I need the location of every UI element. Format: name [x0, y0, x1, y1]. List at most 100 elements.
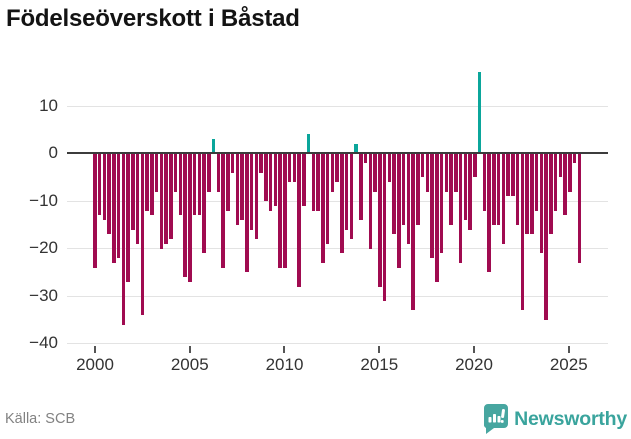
- chart-bar-2010-Q1[interactable]: [283, 153, 287, 268]
- chart-bar-2011-Q4[interactable]: [316, 153, 320, 211]
- chart-bar-2004-Q1[interactable]: [169, 153, 173, 239]
- chart-bar-2018-Q1[interactable]: [435, 153, 439, 282]
- chart-bar-2013-Q3[interactable]: [349, 153, 354, 239]
- chart-bar-2007-Q2[interactable]: [230, 153, 235, 173]
- chart-bar-2018-Q3[interactable]: [444, 153, 449, 192]
- chart-bar-2001-Q1[interactable]: [112, 153, 116, 263]
- chart-bar-2016-Q4[interactable]: [411, 153, 415, 311]
- chart-bar-2020-Q1[interactable]: [473, 153, 477, 178]
- chart-bar-2024-Q1[interactable]: [549, 153, 553, 235]
- chart-bar-2001-Q2[interactable]: [116, 153, 121, 258]
- chart-bar-2011-Q2[interactable]: [306, 134, 311, 153]
- chart-bar-2006-Q4[interactable]: [221, 153, 225, 268]
- chart-bar-2008-Q2[interactable]: [249, 153, 254, 230]
- chart-bar-2015-Q1[interactable]: [378, 153, 382, 287]
- chart-bar-2009-Q1[interactable]: [264, 153, 268, 201]
- chart-bar-2004-Q4[interactable]: [183, 153, 187, 277]
- chart-bar-2002-Q1[interactable]: [131, 153, 135, 230]
- chart-bar-2002-Q2[interactable]: [135, 153, 140, 244]
- chart-bar-2019-Q3[interactable]: [463, 153, 468, 220]
- chart-bar-2006-Q2[interactable]: [211, 138, 216, 153]
- chart-bar-2015-Q2[interactable]: [382, 153, 387, 301]
- chart-bar-2011-Q3[interactable]: [311, 153, 316, 211]
- chart-bar-2016-Q1[interactable]: [397, 153, 401, 268]
- chart-bar-2011-Q1[interactable]: [302, 153, 306, 206]
- chart-bar-2017-Q3[interactable]: [425, 153, 430, 192]
- chart-bar-2007-Q3[interactable]: [235, 153, 240, 225]
- chart-bar-2002-Q3[interactable]: [140, 153, 145, 315]
- chart-bar-2016-Q3[interactable]: [406, 153, 411, 244]
- chart-bar-2018-Q4[interactable]: [449, 153, 453, 225]
- chart-bar-2020-Q4[interactable]: [487, 153, 491, 273]
- chart-bar-2019-Q1[interactable]: [454, 153, 458, 192]
- chart-bar-2014-Q1[interactable]: [359, 153, 363, 220]
- chart-bar-2009-Q3[interactable]: [273, 153, 278, 206]
- chart-bar-2025-Q3[interactable]: [577, 153, 582, 263]
- chart-bar-2004-Q2[interactable]: [173, 153, 178, 192]
- chart-bar-2002-Q4[interactable]: [145, 153, 149, 211]
- chart-bar-2009-Q2[interactable]: [268, 153, 273, 211]
- chart-bar-2025-Q2[interactable]: [572, 153, 577, 163]
- chart-bar-2017-Q2[interactable]: [420, 153, 425, 178]
- chart-bar-2005-Q1[interactable]: [188, 153, 192, 282]
- chart-bar-2013-Q4[interactable]: [354, 143, 358, 153]
- chart-bar-2010-Q3[interactable]: [292, 153, 297, 182]
- chart-bar-2001-Q4[interactable]: [126, 153, 130, 282]
- chart-bar-2017-Q1[interactable]: [416, 153, 420, 225]
- chart-bar-2005-Q3[interactable]: [197, 153, 202, 216]
- chart-bar-2022-Q1[interactable]: [511, 153, 515, 197]
- chart-bar-2005-Q4[interactable]: [202, 153, 206, 254]
- chart-bar-2000-Q2[interactable]: [97, 153, 102, 216]
- chart-bar-2000-Q3[interactable]: [102, 153, 107, 220]
- chart-bar-2021-Q3[interactable]: [501, 153, 506, 244]
- chart-bar-2014-Q2[interactable]: [363, 153, 368, 163]
- chart-bar-2015-Q3[interactable]: [387, 153, 392, 182]
- chart-bar-2000-Q4[interactable]: [107, 153, 111, 235]
- chart-bar-2023-Q2[interactable]: [534, 153, 539, 211]
- chart-bar-2013-Q1[interactable]: [340, 153, 344, 254]
- chart-bar-2014-Q4[interactable]: [373, 153, 377, 192]
- chart-bar-2003-Q3[interactable]: [159, 153, 164, 249]
- chart-bar-2024-Q2[interactable]: [553, 153, 558, 211]
- chart-bar-2012-Q3[interactable]: [330, 153, 335, 192]
- chart-bar-2018-Q2[interactable]: [439, 153, 444, 254]
- chart-bar-2023-Q3[interactable]: [539, 153, 544, 254]
- chart-bar-2016-Q2[interactable]: [401, 153, 406, 225]
- chart-bar-2004-Q3[interactable]: [178, 153, 183, 216]
- chart-bar-2003-Q1[interactable]: [150, 153, 154, 216]
- chart-bar-2023-Q1[interactable]: [530, 153, 534, 235]
- chart-bar-2023-Q4[interactable]: [544, 153, 548, 320]
- chart-bar-2022-Q3[interactable]: [520, 153, 525, 311]
- chart-bar-2012-Q1[interactable]: [321, 153, 325, 263]
- chart-bar-2009-Q4[interactable]: [278, 153, 282, 268]
- chart-bar-2008-Q4[interactable]: [259, 153, 263, 173]
- chart-bar-2008-Q1[interactable]: [245, 153, 249, 273]
- chart-bar-2022-Q4[interactable]: [525, 153, 529, 235]
- chart-bar-2017-Q4[interactable]: [430, 153, 434, 258]
- chart-bar-2020-Q3[interactable]: [482, 153, 487, 211]
- chart-bar-2012-Q4[interactable]: [335, 153, 339, 182]
- chart-bar-2020-Q2[interactable]: [477, 72, 482, 153]
- chart-bar-2024-Q3[interactable]: [558, 153, 563, 178]
- chart-bar-2025-Q1[interactable]: [568, 153, 572, 192]
- chart-bar-2013-Q2[interactable]: [344, 153, 349, 230]
- chart-bar-2007-Q1[interactable]: [226, 153, 230, 211]
- chart-bar-2015-Q4[interactable]: [392, 153, 396, 235]
- chart-bar-2005-Q2[interactable]: [192, 153, 197, 216]
- chart-bar-2000-Q1[interactable]: [93, 153, 97, 268]
- chart-bar-2006-Q1[interactable]: [207, 153, 211, 192]
- chart-bar-2003-Q2[interactable]: [154, 153, 159, 192]
- newsworthy-logo-link[interactable]: Newsworthy: [482, 403, 627, 435]
- chart-bar-2021-Q1[interactable]: [492, 153, 496, 225]
- chart-bar-2019-Q4[interactable]: [468, 153, 472, 230]
- chart-bar-2010-Q2[interactable]: [287, 153, 292, 182]
- chart-bar-2008-Q3[interactable]: [254, 153, 259, 239]
- chart-bar-2012-Q2[interactable]: [325, 153, 330, 244]
- chart-bar-2014-Q3[interactable]: [368, 153, 373, 249]
- chart-bar-2007-Q4[interactable]: [240, 153, 244, 220]
- chart-bar-2001-Q3[interactable]: [121, 153, 126, 325]
- chart-bar-2006-Q3[interactable]: [216, 153, 221, 192]
- chart-bar-2021-Q2[interactable]: [496, 153, 501, 225]
- chart-bar-2003-Q4[interactable]: [164, 153, 168, 244]
- chart-bar-2024-Q4[interactable]: [563, 153, 567, 216]
